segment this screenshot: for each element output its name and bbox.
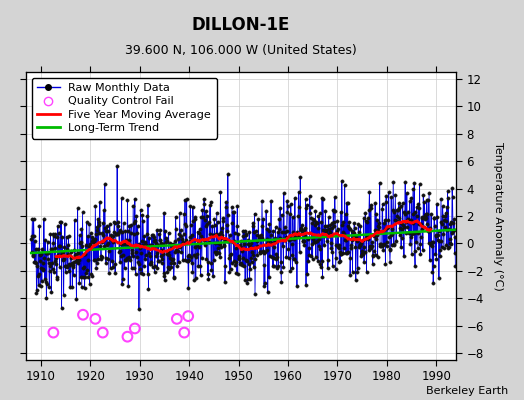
Text: 39.600 N, 106.000 W (United States): 39.600 N, 106.000 W (United States): [125, 44, 357, 57]
Five Year Moving Average: [386, 224, 392, 229]
Long-Term Trend: [208, 241, 214, 246]
Five Year Moving Average: [354, 237, 361, 242]
Raw Monthly Data: [136, 307, 142, 312]
Quality Control Fail: [91, 316, 100, 322]
Line: Long-Term Trend: Long-Term Trend: [31, 230, 455, 253]
Quality Control Fail: [172, 316, 181, 322]
Line: Five Year Moving Average: Five Year Moving Average: [56, 221, 431, 259]
Quality Control Fail: [130, 325, 139, 332]
Quality Control Fail: [99, 329, 107, 336]
Raw Monthly Data: [386, 248, 392, 253]
Long-Term Trend: [28, 251, 34, 256]
Y-axis label: Temperature Anomaly (°C): Temperature Anomaly (°C): [493, 142, 503, 290]
Long-Term Trend: [452, 227, 458, 232]
Raw Monthly Data: [163, 239, 170, 244]
Quality Control Fail: [49, 329, 58, 336]
Five Year Moving Average: [208, 235, 214, 240]
Five Year Moving Average: [415, 220, 421, 225]
Long-Term Trend: [162, 243, 169, 248]
Text: Berkeley Earth: Berkeley Earth: [426, 386, 508, 396]
Raw Monthly Data: [313, 220, 320, 225]
Raw Monthly Data: [355, 222, 362, 226]
Five Year Moving Average: [162, 249, 169, 254]
Long-Term Trend: [415, 229, 421, 234]
Long-Term Trend: [386, 231, 392, 236]
Five Year Moving Average: [313, 233, 319, 238]
Text: DILLON-1E: DILLON-1E: [192, 16, 290, 34]
Quality Control Fail: [184, 313, 192, 319]
Raw Monthly Data: [416, 206, 422, 211]
Raw Monthly Data: [28, 236, 34, 241]
Long-Term Trend: [354, 233, 361, 238]
Raw Monthly Data: [209, 233, 215, 238]
Quality Control Fail: [180, 329, 189, 336]
Raw Monthly Data: [114, 164, 121, 168]
Legend: Raw Monthly Data, Quality Control Fail, Five Year Moving Average, Long-Term Tren: Raw Monthly Data, Quality Control Fail, …: [32, 78, 217, 139]
Quality Control Fail: [79, 312, 87, 318]
Line: Raw Monthly Data: Raw Monthly Data: [29, 164, 457, 311]
Quality Control Fail: [123, 334, 132, 340]
Long-Term Trend: [313, 235, 319, 240]
Raw Monthly Data: [452, 264, 458, 269]
